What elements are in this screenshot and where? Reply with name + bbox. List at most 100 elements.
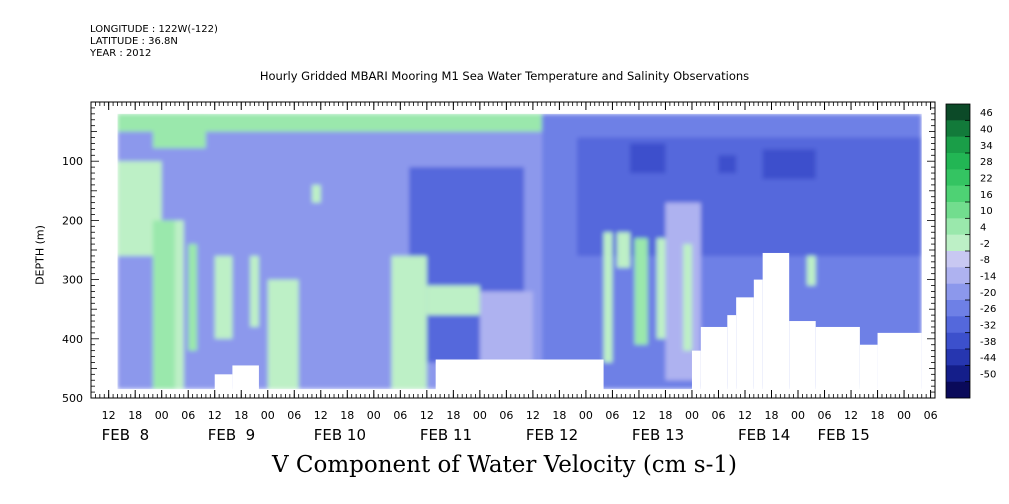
x-tick-label: 18 — [128, 409, 142, 422]
heatmap-region — [152, 220, 175, 390]
colorbar-label: 40 — [980, 125, 993, 136]
colorbar-label: 4 — [980, 223, 986, 234]
y-tick-label: 300 — [62, 274, 83, 287]
colorbar-label: -50 — [980, 370, 996, 381]
missing-data-block — [232, 365, 259, 391]
x-tick-label: 00 — [473, 409, 487, 422]
missing-data-block — [859, 344, 878, 391]
colorbar-swatch — [946, 267, 970, 284]
colorbar-label: -20 — [980, 288, 996, 299]
missing-data-block — [736, 297, 754, 391]
colorbar-label: 16 — [980, 190, 993, 201]
x-tick-label: 12 — [844, 409, 858, 422]
x-date-label: FEB 12 — [526, 426, 578, 444]
heatmap-region — [188, 244, 198, 351]
missing-data-areas — [91, 102, 935, 398]
x-tick-label: 18 — [446, 409, 460, 422]
colorbar-label: 22 — [980, 174, 993, 185]
colorbar-swatch — [946, 316, 970, 333]
axes: 12 18 00 06 12 18 00 06 12 18 00 06 12 18 00 06 12 18 00 06… — [62, 101, 938, 444]
missing-data-block — [91, 102, 935, 114]
heatmap-region — [174, 220, 184, 390]
colorbar-label: -38 — [980, 337, 996, 348]
colorbar-label: 46 — [980, 108, 993, 119]
colorbar-swatch — [946, 136, 970, 154]
missing-data-block — [91, 389, 935, 398]
x-tick-label: 06 — [181, 409, 195, 422]
x-tick-label: 00 — [155, 409, 169, 422]
x-tick-label: 18 — [871, 409, 885, 422]
colorbar-label: -26 — [980, 304, 996, 315]
heatmap-region — [718, 155, 737, 174]
x-tick-label: 12 — [632, 409, 646, 422]
year-label: YEAR : 2012 — [90, 48, 152, 59]
x-tick-label: 12 — [208, 409, 222, 422]
colorbar-swatch — [946, 120, 970, 137]
missing-data-block — [921, 102, 935, 398]
missing-data-block — [877, 332, 922, 391]
colorbar-swatch — [946, 381, 970, 399]
colorbar-label: -2 — [980, 239, 990, 250]
heatmap-region — [117, 113, 542, 132]
longitude-label: LONGITUDE : 122W(-122) — [90, 24, 218, 35]
x-tick-label: 00 — [685, 409, 699, 422]
x-tick-label: 06 — [393, 409, 407, 422]
x-tick-label: 00 — [897, 409, 911, 422]
x-date-label: FEB 10 — [314, 426, 366, 444]
colorbar-swatch — [946, 300, 970, 317]
missing-data-block — [691, 350, 701, 391]
colorbar-swatch — [946, 251, 970, 268]
colorbar-swatch — [946, 153, 970, 170]
colorbar-label: 28 — [980, 157, 993, 168]
colorbar-label: 34 — [980, 141, 993, 152]
x-axis-label: V Component of Water Velocity (cm s-1) — [272, 452, 737, 478]
colorbar-swatch — [946, 218, 970, 235]
x-tick-label: 12 — [738, 409, 752, 422]
missing-data-block — [214, 374, 233, 391]
x-tick-label: 00 — [791, 409, 805, 422]
missing-data-block — [753, 279, 763, 391]
x-date-label: FEB 15 — [818, 426, 870, 444]
colorbar-swatch — [946, 104, 970, 121]
x-tick-label: 06 — [818, 409, 832, 422]
missing-data-block — [700, 326, 728, 391]
x-tick-label: 18 — [765, 409, 779, 422]
y-tick-label: 100 — [62, 155, 83, 168]
colorbar: 46 40 34 28 22 16 10 4 -2 -8 -14 -20 -26 -32 -38 -44 -50 — [945, 103, 996, 399]
x-date-label: FEB 11 — [420, 426, 472, 444]
colorbar-swatch — [946, 332, 970, 350]
x-tick-label: 06 — [287, 409, 301, 422]
x-tick-label: 18 — [234, 409, 248, 422]
chart-title: Hourly Gridded MBARI Mooring M1 Sea Wate… — [259, 69, 750, 83]
x-tick-label: 06 — [605, 409, 619, 422]
heatmap-region — [267, 279, 299, 390]
colorbar-label: 10 — [980, 206, 993, 217]
heatmap-region — [311, 184, 321, 203]
missing-data-block — [762, 252, 790, 391]
heatmap-field — [117, 113, 922, 390]
heatmap-cells — [117, 113, 922, 390]
x-date-label: FEB 13 — [632, 426, 684, 444]
heatmap-region — [391, 255, 427, 390]
heatmap-region — [152, 113, 206, 149]
missing-data-block — [815, 326, 860, 391]
heatmap-region — [250, 255, 259, 327]
missing-data-block — [727, 315, 737, 391]
x-tick-label: 18 — [340, 409, 354, 422]
x-tick-label: 06 — [499, 409, 513, 422]
heatmap-region — [665, 202, 701, 381]
y-tick-label: 500 — [62, 392, 83, 405]
x-tick-label: 12 — [314, 409, 328, 422]
colorbar-label: -44 — [980, 353, 996, 364]
x-tick-label: 12 — [420, 409, 434, 422]
y-tick-label: 400 — [62, 333, 83, 346]
x-tick-label: 12 — [102, 409, 116, 422]
y-tick-label: 200 — [62, 214, 83, 227]
colorbar-label: -14 — [980, 272, 996, 283]
x-tick-label: 06 — [924, 409, 938, 422]
colorbar-swatch — [946, 283, 970, 301]
x-date-label: FEB 14 — [738, 426, 790, 444]
heatmap-region — [616, 232, 631, 268]
x-tick-label: 00 — [261, 409, 275, 422]
